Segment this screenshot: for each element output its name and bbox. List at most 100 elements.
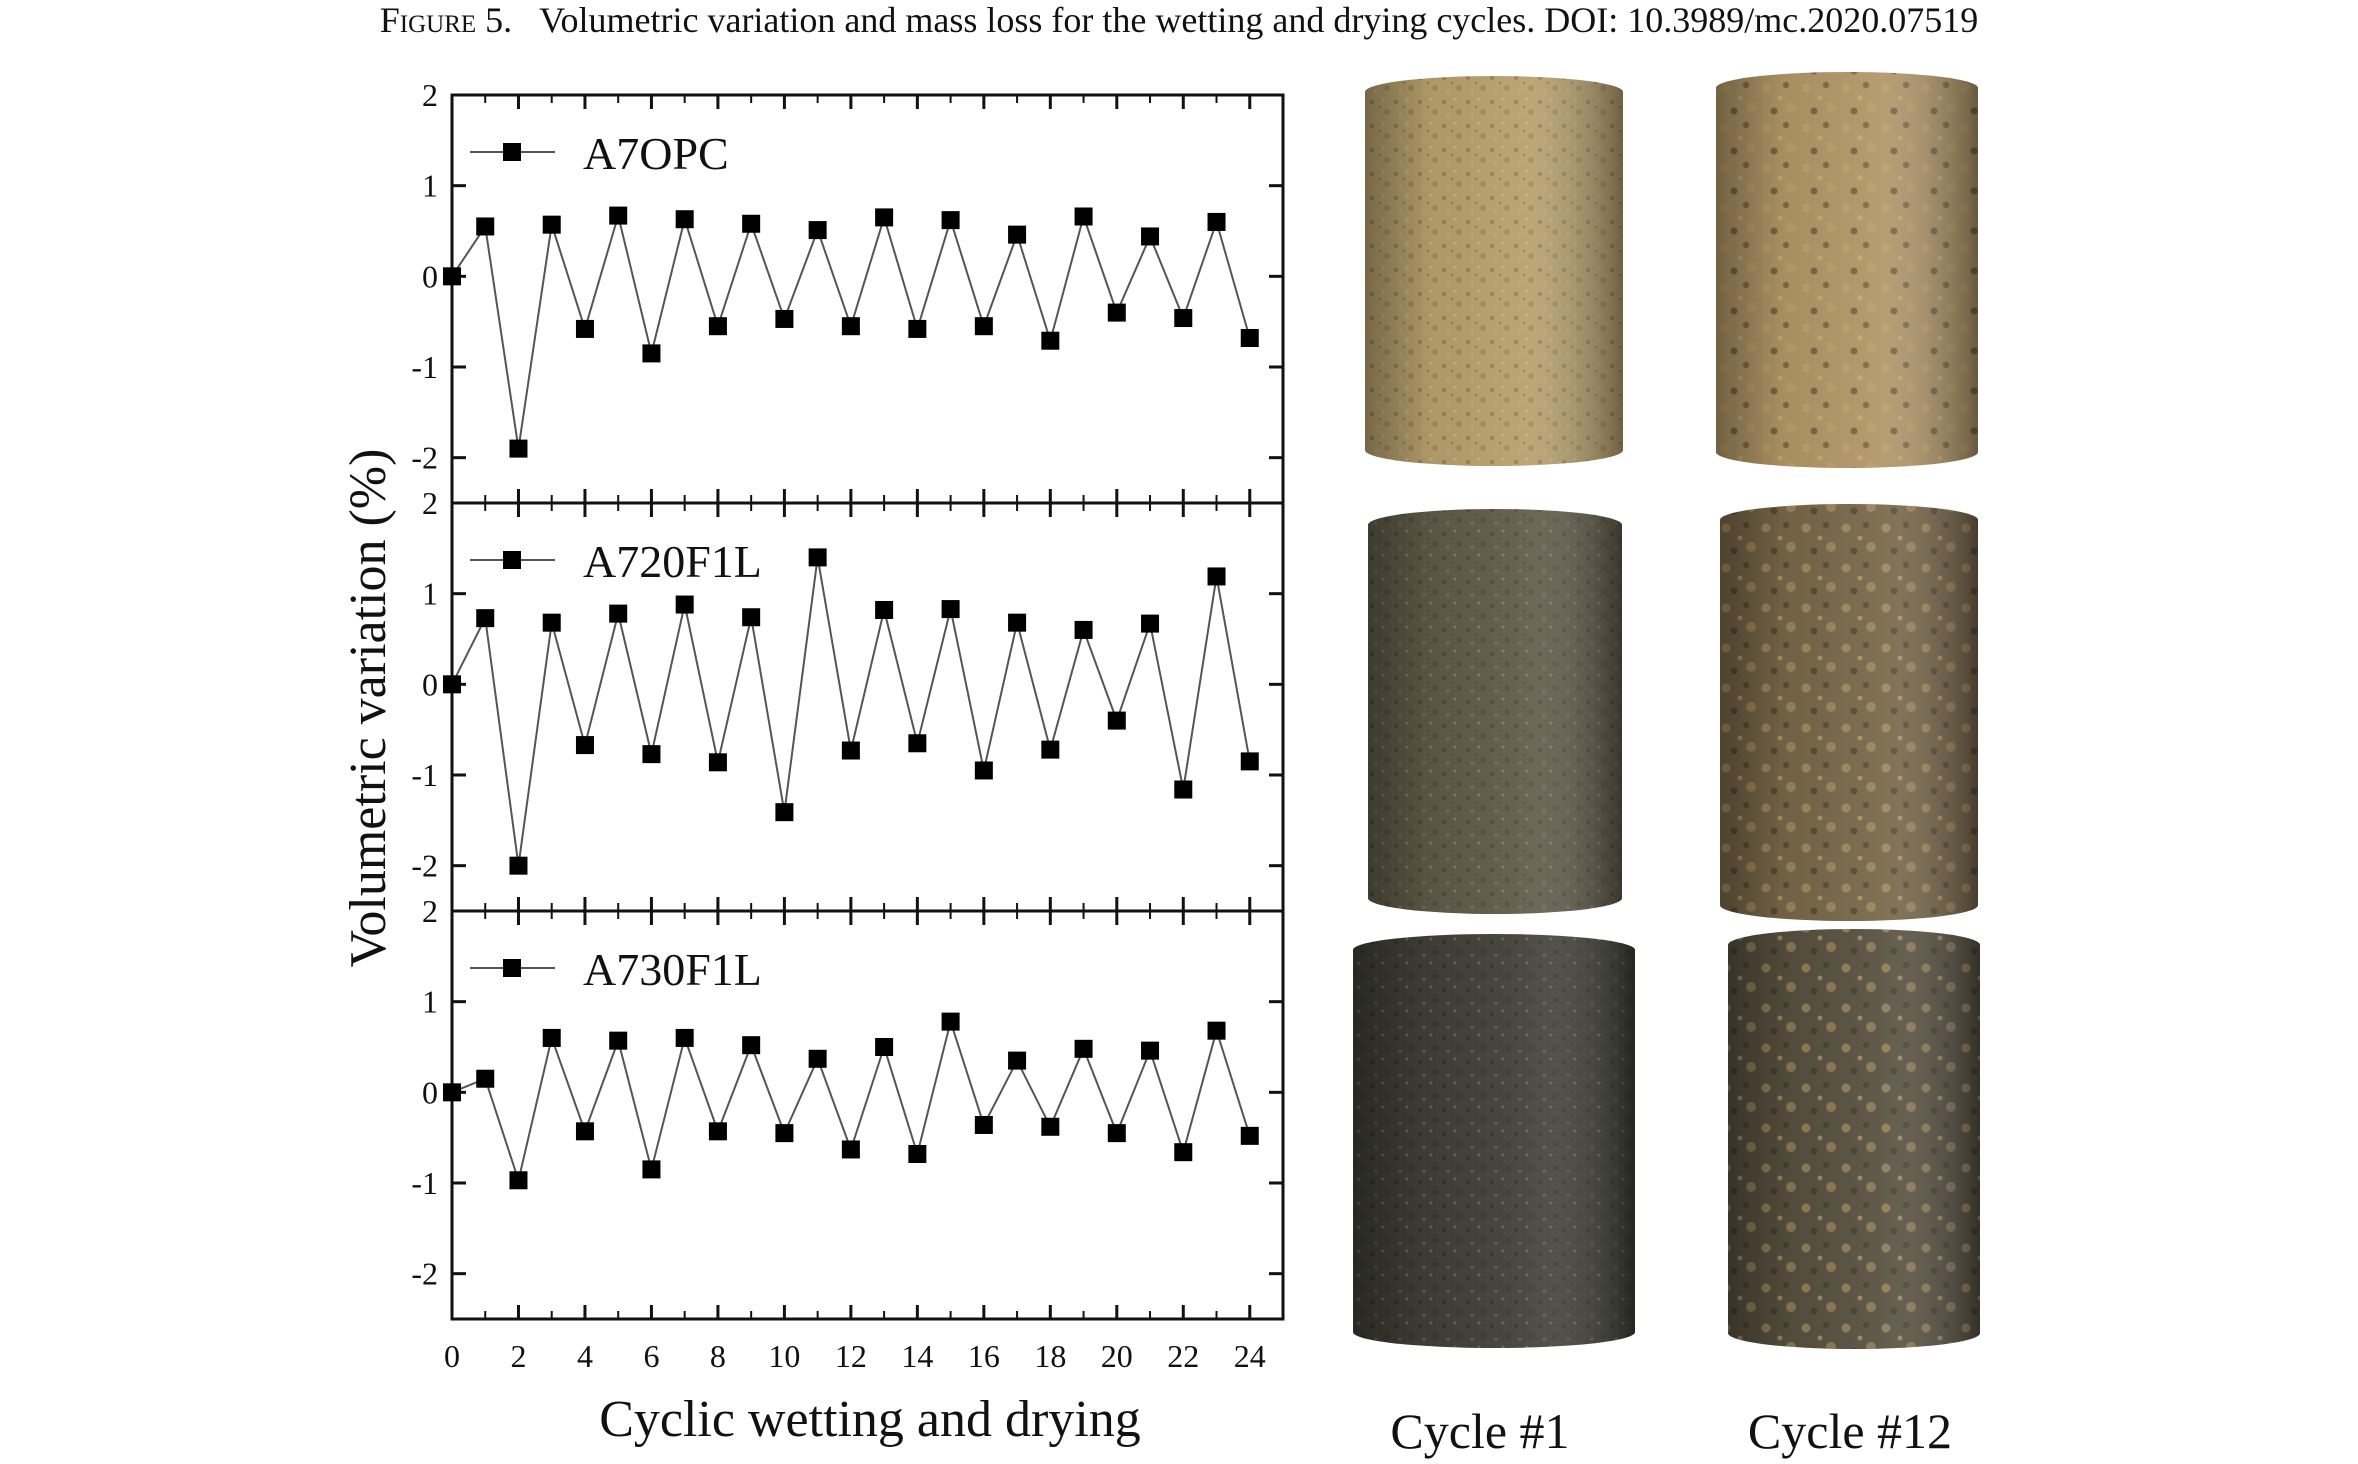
- data-point: [575, 736, 594, 755]
- y-tick-label: -2: [411, 1256, 438, 1292]
- x-tick-label: 6: [643, 1338, 659, 1374]
- data-point: [1041, 331, 1060, 350]
- specimen-photo-a730f1l-cycle-1: [1353, 934, 1635, 1348]
- data-point: [609, 206, 628, 225]
- data-point: [1074, 207, 1093, 226]
- specimen-shading: [1728, 929, 1980, 1349]
- data-point: [875, 600, 894, 619]
- data-point: [1240, 1126, 1259, 1145]
- data-point: [575, 1122, 594, 1141]
- y-tick-label: 0: [422, 258, 438, 294]
- data-point: [1107, 1124, 1126, 1143]
- x-tick-label: 16: [968, 1338, 1000, 1374]
- data-point: [908, 319, 927, 338]
- x-tick-label: 4: [577, 1338, 593, 1374]
- legend-marker: [503, 551, 521, 569]
- figure-caption-text: Volumetric variation and mass loss for t…: [539, 0, 1979, 40]
- data-point: [708, 753, 727, 772]
- data-point: [808, 221, 827, 240]
- legend-marker: [503, 959, 521, 977]
- legend-marker: [503, 143, 521, 161]
- data-point: [1008, 225, 1027, 244]
- photo-column-label-cycle-12: Cycle #12: [1747, 1403, 1953, 1459]
- x-tick-label: 10: [768, 1338, 800, 1374]
- volumetric-variation-plot: -2-1012A7OPC-2-1012A720F1L-2-1012A730F1L…: [340, 77, 1285, 1448]
- data-point: [841, 1140, 860, 1159]
- data-point: [509, 856, 528, 875]
- x-tick-label: 12: [835, 1338, 867, 1374]
- y-tick-label: -1: [411, 349, 438, 385]
- data-point: [509, 439, 528, 458]
- x-tick-label: 22: [1167, 1338, 1199, 1374]
- data-point: [908, 1144, 927, 1163]
- x-tick-label: 0: [444, 1338, 460, 1374]
- y-tick-label: 2: [422, 485, 438, 521]
- panel-frame: [450, 93, 1285, 505]
- data-point: [1207, 212, 1226, 231]
- x-tick-label: 2: [510, 1338, 526, 1374]
- legend-a720f1l: A720F1L: [470, 536, 762, 587]
- data-point: [1107, 711, 1126, 730]
- data-point: [708, 1122, 727, 1141]
- series-line-a720f1l: [451, 557, 1251, 866]
- data-point: [742, 608, 761, 627]
- data-point: [443, 1083, 461, 1102]
- data-point: [1207, 1021, 1226, 1040]
- data-point: [1041, 1117, 1060, 1136]
- specimen-shading: [1365, 76, 1623, 466]
- photo-column-label-cycle-1: Cycle #1: [1390, 1403, 1570, 1459]
- x-tick-label: 24: [1234, 1338, 1266, 1374]
- specimen-photo-a730f1l-cycle-12: [1728, 929, 1980, 1349]
- data-point: [609, 1031, 628, 1050]
- legend-a7opc: A7OPC: [470, 128, 729, 179]
- data-point: [443, 267, 461, 286]
- data-point: [941, 211, 960, 230]
- data-point: [941, 600, 960, 619]
- x-axis-label: Cyclic wetting and drying: [599, 1391, 1141, 1448]
- data-point: [775, 309, 794, 328]
- data-point: [675, 595, 694, 614]
- data-point: [1141, 1041, 1160, 1060]
- data-point: [1174, 309, 1193, 328]
- y-tick-label: 2: [422, 893, 438, 929]
- data-point: [841, 741, 860, 760]
- x-axis: 0 2 4 6 8 10 12 14 16 18 20 22 24: [444, 1338, 1266, 1374]
- data-point: [1008, 613, 1027, 632]
- y-tick-label: -1: [411, 757, 438, 793]
- data-point: [443, 675, 461, 694]
- data-point: [575, 319, 594, 338]
- panel-frame: [450, 909, 1285, 1321]
- data-point: [542, 613, 561, 632]
- data-point: [775, 1124, 794, 1143]
- data-point: [941, 1012, 960, 1031]
- specimen-shading: [1368, 509, 1622, 914]
- panel-frame: [450, 501, 1285, 913]
- specimen-photo-a7opc-cycle-1: [1365, 76, 1623, 466]
- data-point: [1008, 1051, 1027, 1070]
- data-point: [476, 609, 495, 628]
- legend-a730f1l: A730F1L: [470, 944, 762, 995]
- y-tick-label: 2: [422, 77, 438, 113]
- specimen-photo-a720f1l-cycle-1: [1368, 509, 1622, 914]
- x-tick-label: 14: [901, 1338, 933, 1374]
- data-point: [1041, 740, 1060, 759]
- data-point: [875, 208, 894, 227]
- data-point: [808, 1049, 827, 1068]
- specimen-shading: [1716, 72, 1978, 468]
- data-point: [974, 317, 993, 336]
- specimen-photos: [1353, 72, 1980, 1349]
- figure-caption: Figure 5. Volumetric variation and mass …: [0, 0, 2358, 50]
- data-point: [875, 1038, 894, 1056]
- data-point: [675, 210, 694, 229]
- data-point: [775, 803, 794, 822]
- specimen-shading: [1720, 504, 1978, 921]
- data-point: [642, 344, 661, 363]
- legend-label: A720F1L: [583, 536, 762, 587]
- panel-a730f1l: -2 -1 0 1 2 A730F1L: [411, 893, 1285, 1321]
- panel-a720f1l: -2 -1 0 1 2 A720F1L: [411, 485, 1285, 913]
- data-point: [1174, 780, 1193, 799]
- data-point: [509, 1171, 528, 1190]
- y-tick-label: 0: [422, 1074, 438, 1110]
- data-point: [1207, 567, 1226, 586]
- data-point: [1107, 303, 1126, 322]
